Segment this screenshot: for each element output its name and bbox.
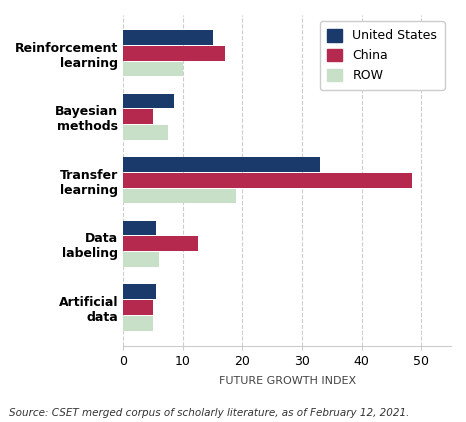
Bar [123,173,412,187]
Text: Source: CSET merged corpus of scholarly literature, as of February 12, 2021.: Source: CSET merged corpus of scholarly … [9,408,410,418]
Bar [123,46,225,60]
Bar [123,94,174,108]
Bar [123,252,159,267]
Bar [123,125,168,140]
Bar [123,189,236,203]
Bar [123,284,156,299]
Bar [123,221,156,235]
X-axis label: FUTURE GROWTH INDEX: FUTURE GROWTH INDEX [219,376,356,386]
Bar [123,157,320,172]
Bar [123,109,153,124]
Bar [123,30,212,45]
Bar [123,62,183,76]
Bar [123,300,153,315]
Bar [123,236,198,251]
Legend: United States, China, ROW: United States, China, ROW [320,21,445,89]
Bar [123,316,153,330]
